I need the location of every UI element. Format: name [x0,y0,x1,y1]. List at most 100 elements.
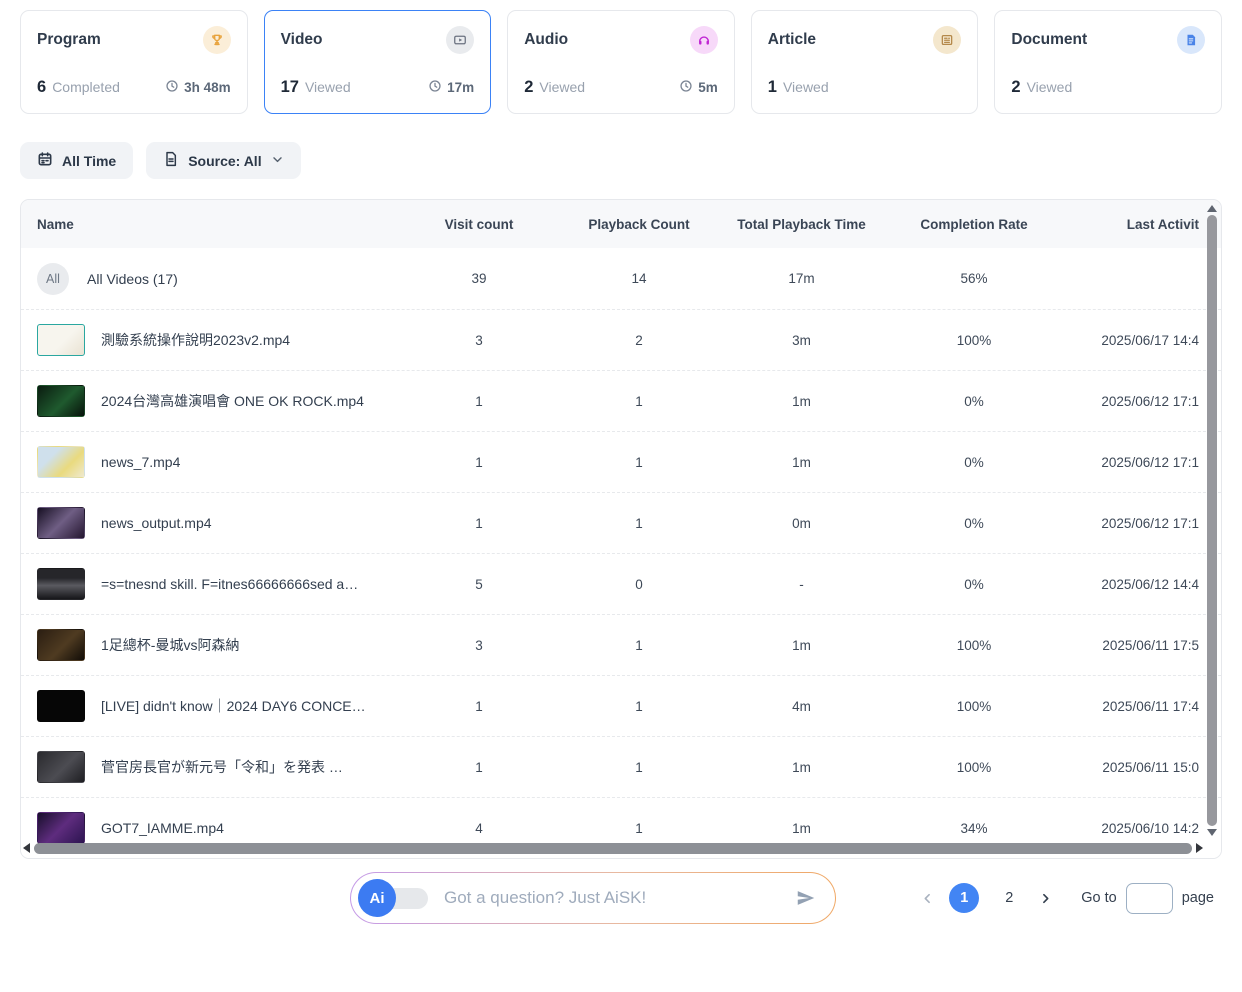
table-row[interactable]: 菅官房長官が新元号「令和」を発表 … 1 1 1m 100% 2025/06/1… [21,736,1221,797]
vertical-scrollbar-thumb[interactable] [1206,215,1217,826]
all-videos-badge: All [37,262,69,295]
goto-page-input[interactable] [1125,882,1173,914]
next-page-button[interactable] [1039,892,1052,905]
send-icon [797,891,815,905]
completion-rate-value: 0% [964,393,984,409]
scroll-right-arrow-icon[interactable] [1196,843,1203,853]
table-row[interactable]: All All Videos (17) 39 14 17m 56% [21,248,1221,309]
ai-ask-bar[interactable]: Ai [350,872,836,924]
table-row[interactable]: =s=tnesnd skill. F=itnes66666666sed a… 5… [21,553,1221,614]
last-activity-value: 2025/06/12 17:1 [1101,393,1199,409]
horizontal-scrollbar-thumb[interactable] [34,842,1192,854]
clock-icon [679,79,693,96]
card-title-document: Document [1011,31,1088,48]
last-activity-value: 2025/06/10 14:2 [1101,820,1199,836]
audio-count: 2 [524,78,534,96]
page-button-2[interactable]: 2 [994,883,1024,913]
source-filter-button[interactable]: Source: All [146,142,301,179]
video-thumbnail [37,690,85,722]
page-button-1[interactable]: 1 [949,883,980,913]
horizontal-scrollbar[interactable] [23,841,1203,855]
playback-count-value: 1 [635,698,643,714]
calendar-icon [37,151,53,170]
newspaper-icon [933,26,962,54]
table-row[interactable]: news_7.mp4 1 1 1m 0% 2025/06/12 17:1 [21,431,1221,492]
scroll-down-arrow-icon[interactable] [1206,829,1217,836]
playback-count-value: 1 [635,759,643,775]
total-playback-time-value: 1m [792,393,811,409]
row-name: news_output.mp4 [101,515,212,531]
card-document[interactable]: Document 2 Viewed [994,10,1222,114]
table-row[interactable]: news_output.mp4 1 1 0m 0% 2025/06/12 17:… [21,492,1221,553]
card-audio[interactable]: Audio 2 Viewed 5m [507,10,735,114]
playback-count-value: 1 [635,515,643,531]
trophy-icon [202,26,231,54]
pagination: 1 2 Go to page [921,882,1214,914]
column-playback-count: Playback Count [588,216,690,232]
video-count: 17 [280,78,299,96]
vertical-scrollbar[interactable] [1205,205,1218,836]
visit-count-value: 3 [475,332,483,348]
row-name: =s=tnesnd skill. F=itnes66666666sed a… [101,576,359,592]
card-video[interactable]: Video 17 Viewed 17m [263,10,492,114]
row-name: [LIVE] didn't know｜2024 DAY6 CONCE… [101,698,366,714]
playback-count-value: 2 [635,332,643,348]
card-title-program: Program [37,31,101,48]
last-activity-value: 2025/06/11 15:0 [1102,759,1199,775]
program-count-label: Completed [52,79,120,95]
visit-count-value: 3 [475,637,483,653]
visit-count-value: 1 [475,515,483,531]
visit-count-value: 1 [475,698,483,714]
document-count: 2 [1011,78,1021,96]
completion-rate-value: 0% [964,576,984,592]
filter-bar: All Time Source: All [20,142,1222,179]
time-filter-label: All Time [62,152,117,169]
table-row[interactable]: 2024台灣高雄演唱會 ONE OK ROCK.mp4 1 1 1m 0% 20… [21,370,1221,431]
program-duration: 3h 48m [184,80,231,95]
total-playback-time-value: 1m [792,759,811,775]
total-playback-time-value: - [799,576,804,592]
analytics-page: Program 6 Completed 3h 48m Video [20,10,1222,937]
scroll-up-arrow-icon[interactable] [1206,205,1217,212]
table-header: Name Visit count Playback Count Total Pl… [21,200,1221,248]
card-program[interactable]: Program 6 Completed 3h 48m [20,10,248,114]
headphones-icon [689,26,718,54]
footer-bar: Ai 1 2 Go to page [20,859,1222,937]
card-article[interactable]: Article 1 Viewed [750,10,979,114]
visit-count-value: 39 [471,271,487,286]
visit-count-value: 5 [475,576,483,592]
column-completion-rate: Completion Rate [920,216,1028,232]
total-playback-time-value: 1m [792,637,811,653]
chevron-left-icon [924,893,931,903]
video-thumbnail [37,568,85,600]
page-label: page [1181,890,1214,906]
video-thumbnail [37,812,85,844]
document-icon [1176,26,1205,54]
source-filter-label: Source: All [188,152,262,169]
row-name: 測驗系統操作說明2023v2.mp4 [101,332,291,348]
clock-icon [165,79,179,96]
stat-cards: Program 6 Completed 3h 48m Video [20,10,1222,114]
table-row[interactable]: 1足總杯-曼城vs阿森納 3 1 1m 100% 2025/06/11 17:5 [21,614,1221,675]
column-total-playback-time: Total Playback Time [737,216,866,232]
total-playback-time-value: 1m [792,454,811,470]
prev-page-button[interactable] [921,892,934,905]
article-count-label: Viewed [782,79,829,95]
playback-count-value: 1 [635,393,643,409]
completion-rate-value: 56% [960,271,988,286]
scroll-left-arrow-icon[interactable] [23,843,30,853]
playback-count-value: 1 [635,637,643,653]
visit-count-value: 1 [475,393,483,409]
audio-count-label: Viewed [539,79,586,95]
file-icon [163,151,179,170]
send-button[interactable] [795,887,817,909]
ai-question-input[interactable] [444,888,795,908]
ai-toggle[interactable]: Ai [358,879,430,917]
time-filter-button[interactable]: All Time [20,142,134,179]
row-name: 菅官房長官が新元号「令和」を発表 … [101,759,343,775]
ai-logo: Ai [358,879,396,917]
table-row[interactable]: [LIVE] didn't know｜2024 DAY6 CONCE… 1 1 … [21,675,1221,736]
chevron-down-icon [271,153,284,169]
total-playback-time-value: 0m [792,515,811,531]
table-row[interactable]: 測驗系統操作說明2023v2.mp4 3 2 3m 100% 2025/06/1… [21,309,1221,370]
